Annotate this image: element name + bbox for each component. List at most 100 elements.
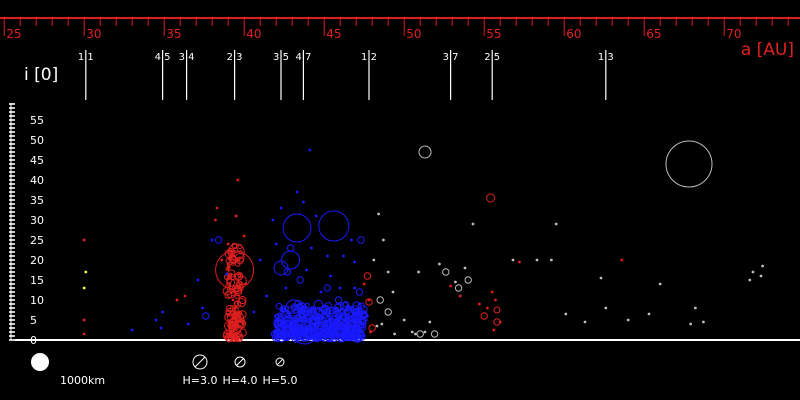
kbo-cluster-point bbox=[280, 333, 287, 340]
kbo-point bbox=[372, 258, 376, 262]
h-magnitude-icon bbox=[234, 356, 246, 368]
kbo-point bbox=[375, 324, 379, 328]
kbo-circle bbox=[214, 236, 223, 244]
kbo-large-object bbox=[486, 193, 496, 203]
resonance-label: 4 7 bbox=[295, 52, 311, 63]
kbo-cluster-point bbox=[224, 312, 234, 322]
kbo-cluster-point bbox=[320, 304, 329, 314]
kbo-large-object bbox=[318, 210, 350, 242]
kbo-point bbox=[274, 242, 278, 246]
kbo-point bbox=[454, 280, 457, 284]
y-tick-label: 50 bbox=[30, 134, 44, 147]
kbo-circle bbox=[384, 308, 392, 316]
kbo-point bbox=[226, 242, 230, 246]
kbo-cluster-point bbox=[331, 329, 336, 334]
kbo-point bbox=[230, 290, 233, 294]
kbo-point bbox=[478, 302, 481, 306]
kbo-point bbox=[271, 218, 275, 222]
y-tick-label: 45 bbox=[30, 154, 44, 167]
kbo-point bbox=[511, 258, 515, 262]
kbo-point bbox=[130, 328, 134, 332]
resonance-label: 3 7 bbox=[443, 52, 459, 63]
kbo-circle bbox=[202, 312, 210, 320]
kbo-circle bbox=[314, 332, 322, 340]
kbo-point bbox=[599, 276, 603, 280]
kbo-cluster-point bbox=[275, 319, 280, 324]
kbo-circle bbox=[355, 288, 364, 296]
resonance-label: 3 4 bbox=[179, 52, 195, 63]
resonance-label: 1 2 bbox=[361, 52, 377, 63]
kbo-point bbox=[154, 318, 158, 322]
kbo-large-object bbox=[292, 319, 318, 345]
resonance-label: 4 5 bbox=[155, 52, 171, 63]
kbo-circle bbox=[296, 276, 304, 284]
kbo-cluster-point bbox=[226, 274, 232, 280]
kbo-cluster-point bbox=[277, 312, 283, 317]
resonance-label: 1 1 bbox=[78, 52, 94, 63]
kbo-cluster-point bbox=[351, 312, 361, 322]
kbo-point bbox=[417, 270, 420, 274]
kbo-cluster-point bbox=[356, 313, 364, 321]
kbo-circle bbox=[341, 312, 349, 320]
kbo-circle bbox=[307, 308, 316, 316]
kbo-point bbox=[215, 206, 219, 210]
resonance-label: 1 3 bbox=[598, 52, 614, 63]
kbo-point bbox=[353, 286, 356, 290]
kbo-point bbox=[242, 234, 246, 238]
kbo-circle bbox=[323, 284, 332, 292]
kbo-large-object bbox=[281, 250, 301, 270]
kbo-point bbox=[449, 284, 452, 288]
x-tick-label: 70 bbox=[726, 27, 741, 41]
kbo-point bbox=[410, 330, 414, 334]
kbo-circle bbox=[480, 312, 488, 320]
kbo-point bbox=[564, 312, 568, 316]
kbo-cluster-point bbox=[238, 310, 247, 319]
kbo-cluster-point bbox=[340, 324, 346, 330]
x-tick-label: 25 bbox=[6, 27, 21, 41]
resonance-label: 3 5 bbox=[273, 52, 289, 63]
kbo-point bbox=[428, 320, 432, 324]
kbo-cluster-point bbox=[345, 320, 349, 324]
kbo-point bbox=[196, 278, 200, 282]
kbo-point bbox=[335, 306, 339, 310]
resonance-label: 2 5 bbox=[484, 52, 500, 63]
x-tick-label: 55 bbox=[486, 27, 501, 41]
kbo-point bbox=[284, 286, 288, 290]
y-tick-label: 15 bbox=[30, 274, 44, 287]
kbo-point bbox=[689, 322, 692, 326]
h-magnitude-slash bbox=[276, 358, 284, 366]
kbo-cluster-point bbox=[280, 305, 286, 311]
kbo-point bbox=[230, 330, 233, 334]
kbo-large-object bbox=[273, 260, 289, 276]
kbo-circle bbox=[416, 330, 424, 338]
h-magnitude-slash bbox=[194, 356, 206, 368]
kbo-cluster-point bbox=[234, 252, 245, 263]
kbo-cluster-point bbox=[233, 287, 243, 297]
resonance-label: 2 3 bbox=[227, 52, 243, 63]
kbo-cluster-point bbox=[237, 273, 242, 278]
kbo-circle bbox=[454, 284, 463, 292]
x-tick-label: 45 bbox=[326, 27, 341, 41]
y-tick-label: 30 bbox=[30, 214, 44, 227]
kbo-point bbox=[402, 318, 406, 322]
kbo-cluster-point bbox=[281, 323, 286, 328]
kbo-point bbox=[308, 148, 312, 152]
kbo-point bbox=[490, 290, 494, 294]
kbo-cluster-point bbox=[234, 293, 240, 299]
kbo-point bbox=[231, 298, 235, 302]
kbo-cluster-point bbox=[301, 334, 309, 342]
kbo-large-object bbox=[279, 316, 295, 332]
kbo-point bbox=[463, 266, 467, 270]
kbo-point bbox=[694, 306, 697, 310]
kbo-point bbox=[414, 332, 417, 336]
h-magnitude-icon bbox=[192, 354, 208, 370]
kbo-point bbox=[82, 238, 86, 242]
kbo-cluster-point bbox=[354, 328, 364, 339]
kbo-cluster-point bbox=[291, 305, 300, 314]
y-tick-label: 20 bbox=[30, 254, 44, 267]
h-magnitude-label: H=3.0 bbox=[183, 374, 218, 387]
kbo-cluster-point bbox=[358, 319, 363, 324]
kbo-point bbox=[210, 238, 214, 242]
kbo-point bbox=[258, 258, 262, 262]
kbo-large-object bbox=[314, 313, 332, 331]
